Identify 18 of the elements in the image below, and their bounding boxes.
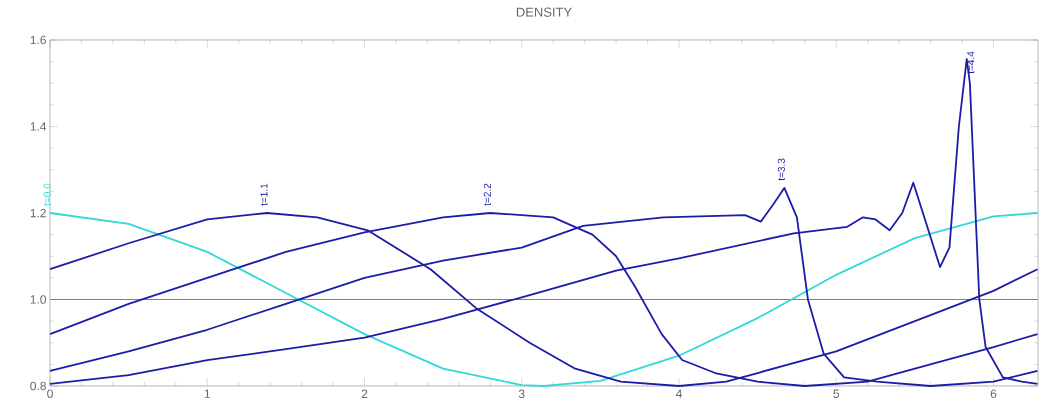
chart-title: DENSITY xyxy=(516,7,572,17)
text: t=3.3 xyxy=(777,158,785,181)
x-tick-label: 1 xyxy=(204,389,210,398)
x-tick-label: 4 xyxy=(675,389,682,398)
x-tick-label: 2 xyxy=(361,389,368,398)
y-tick-label: 1.4 xyxy=(30,122,47,131)
x-tick-label: 0 xyxy=(47,389,53,399)
y-tick-label: 1.0 xyxy=(30,295,47,304)
y-tick-label: 1.6 xyxy=(30,35,46,45)
x-tick-label: 6 xyxy=(990,389,997,399)
x-tick-label: 3 xyxy=(518,389,525,399)
y-tick-label: 0.8 xyxy=(30,381,46,391)
y-tick-label: 1.2 xyxy=(30,208,46,218)
x-tick-label: 5 xyxy=(833,389,840,398)
text: t=4.4 xyxy=(967,51,975,74)
text: t=2.2 xyxy=(483,183,491,206)
text: t=0.0 xyxy=(43,183,51,206)
text: t=1.1 xyxy=(260,183,268,206)
